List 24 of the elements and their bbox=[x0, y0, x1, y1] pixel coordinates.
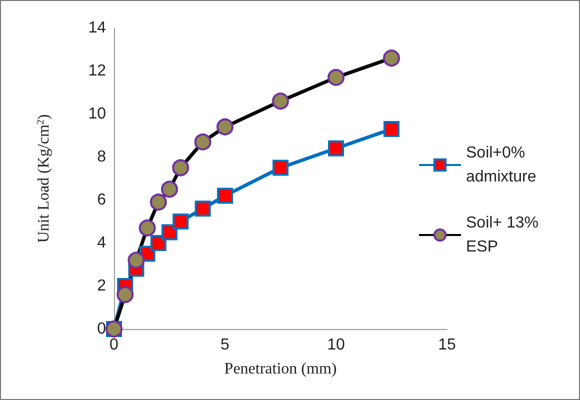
x-axis-title: Penetration (mm) bbox=[224, 360, 337, 378]
y-axis-title: Unit Load (Kg/cm2) bbox=[36, 114, 52, 243]
x-tick-label: 15 bbox=[438, 336, 456, 354]
y-tick-label: 14 bbox=[88, 20, 106, 36]
y-tick-label: 12 bbox=[88, 62, 106, 80]
legend-label: Soil+0% admixture bbox=[466, 144, 536, 186]
point bbox=[328, 140, 344, 156]
y-tick-label: 6 bbox=[97, 192, 106, 208]
y-tick-label: 4 bbox=[97, 234, 106, 252]
x-tick-label: 0 bbox=[110, 336, 119, 354]
y-tick-label: 10 bbox=[88, 106, 106, 122]
point bbox=[172, 214, 189, 230]
y-tick-label: 8 bbox=[97, 148, 106, 166]
y-tick-label: 0 bbox=[97, 320, 106, 338]
point bbox=[162, 224, 178, 240]
point bbox=[194, 200, 211, 217]
x-tick-label: 5 bbox=[220, 336, 230, 354]
legend-label: Soil+ 13% ESP bbox=[466, 214, 543, 256]
point bbox=[217, 188, 233, 204]
point bbox=[150, 235, 166, 251]
x-tick-label: 10 bbox=[327, 336, 345, 354]
point bbox=[272, 160, 288, 176]
y-tick-label: 2 bbox=[97, 278, 106, 294]
point bbox=[384, 121, 400, 138]
